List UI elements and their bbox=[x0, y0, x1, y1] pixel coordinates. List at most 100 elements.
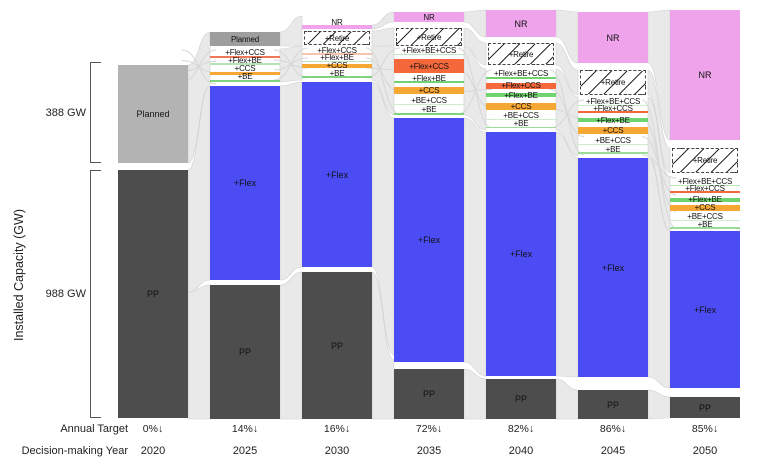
segment-2025-flex: +Flex bbox=[210, 86, 280, 280]
segment-2035-be-ccs-label: +BE+CCS bbox=[411, 96, 447, 105]
segment-2035-retire: +Retire bbox=[396, 28, 462, 46]
segment-2050-pp: PP bbox=[670, 397, 740, 418]
bracket-pp-label: 988 GW bbox=[45, 288, 86, 300]
flow-band bbox=[463, 368, 487, 420]
segment-2025-flex-ccs-label: +Flex+CCS bbox=[225, 48, 265, 57]
flow-line bbox=[641, 154, 677, 179]
flow-band bbox=[187, 284, 211, 420]
year-2020: 2020 bbox=[140, 445, 166, 457]
segment-2030-pp-label: PP bbox=[330, 340, 343, 351]
segment-2035-be bbox=[394, 112, 464, 115]
segment-2030-flex-ccs bbox=[302, 53, 372, 55]
segment-2025-flex-label: +Flex bbox=[233, 178, 257, 188]
year-2025: 2025 bbox=[232, 445, 258, 457]
segment-2040-be-ccs bbox=[486, 118, 556, 120]
segment-2030-nr bbox=[302, 25, 372, 29]
segment-2040-flex-ccs bbox=[486, 82, 556, 89]
year-2040: 2040 bbox=[508, 445, 534, 457]
segment-2020-pp-label: PP bbox=[146, 289, 159, 299]
segment-2040-be-ccs-label: +BE+CCS bbox=[503, 111, 539, 120]
segment-2045-nr: NR bbox=[578, 12, 648, 63]
annual-target-2050: 85%↓ bbox=[691, 423, 719, 435]
segment-2035-be-ccs bbox=[394, 103, 464, 105]
segment-2035-pp: PP bbox=[394, 369, 464, 419]
year-2030: 2030 bbox=[324, 445, 350, 457]
flow-band bbox=[647, 389, 671, 420]
segment-2025-ccs-label: +CCS bbox=[234, 64, 256, 73]
segment-2050-be-ccs-label: +BE+CCS bbox=[687, 212, 723, 221]
segment-2040-flex-be bbox=[486, 93, 556, 97]
y-axis-label: Installed Capacity (GW) bbox=[12, 209, 26, 341]
segment-2025-pp: PP bbox=[210, 285, 280, 419]
segment-2035-flex-ccs: +Flex+CCS bbox=[394, 59, 464, 73]
segment-2040-flex-be-ccs-label: +Flex+BE+CCS bbox=[493, 69, 549, 78]
segment-2035-flex-label: +Flex bbox=[417, 235, 441, 245]
segment-2040-nr-label: NR bbox=[514, 18, 528, 29]
year-2035: 2035 bbox=[416, 445, 442, 457]
segment-2040-nr: NR bbox=[486, 10, 556, 37]
segment-2040-retire: +Retire bbox=[488, 43, 554, 65]
segment-2035-be-label: +BE bbox=[421, 105, 437, 114]
segment-2050-nr-label: NR bbox=[698, 70, 712, 80]
segment-2045-be-label: +BE bbox=[605, 144, 621, 154]
segment-2040-ccs-label: +CCS bbox=[510, 102, 532, 111]
segment-2025-planned: Planned bbox=[210, 32, 280, 46]
annual-target-2030: 16%↓ bbox=[323, 423, 351, 435]
segment-2050-flex-ccs bbox=[670, 191, 740, 193]
segment-2030-flex-be-label: +Flex+BE bbox=[320, 53, 354, 62]
segment-2035-retire-label: +Retire bbox=[416, 32, 442, 42]
segment-2045-flex-be bbox=[578, 118, 648, 122]
segment-2030-flex-label: +Flex bbox=[325, 169, 349, 180]
bracket-pp bbox=[90, 170, 101, 418]
flow-band bbox=[555, 378, 579, 420]
flow-band bbox=[279, 81, 303, 281]
segment-2035-flex-be-ccs bbox=[394, 53, 464, 55]
segment-2050-flex-label: +Flex bbox=[693, 304, 717, 315]
segment-2045-flex-label: +Flex bbox=[601, 262, 625, 273]
segment-2040-flex: +Flex bbox=[486, 132, 556, 376]
segment-2030-flex-ccs-label: +Flex+CCS bbox=[317, 45, 357, 55]
flow-band bbox=[279, 15, 303, 47]
year-2045: 2045 bbox=[600, 445, 626, 457]
segment-2035-ccs bbox=[394, 87, 464, 94]
segment-2045-retire: +Retire bbox=[580, 70, 646, 95]
segment-2050-be bbox=[670, 227, 740, 229]
segment-2045-flex-ccs-label: +Flex+CCS bbox=[593, 103, 633, 113]
segment-2050-flex-be bbox=[670, 197, 740, 202]
segment-2030-pp: PP bbox=[302, 272, 372, 419]
segment-2025-flex-be bbox=[210, 63, 280, 65]
flow-band bbox=[555, 42, 579, 96]
segment-2040-be-label: +BE bbox=[513, 119, 529, 128]
segment-2035-flex: +Flex bbox=[394, 118, 464, 362]
segment-2025-be-label: +BE bbox=[237, 72, 253, 81]
segment-2040-flex-be-ccs bbox=[486, 76, 556, 79]
annual-target-2020: 0%↓ bbox=[142, 423, 164, 435]
segment-2040-pp: PP bbox=[486, 379, 556, 419]
flow-band bbox=[463, 117, 487, 377]
segment-2035-flex-be bbox=[394, 81, 464, 83]
segment-2030-flex-be bbox=[302, 60, 372, 62]
segment-2045-be bbox=[578, 152, 648, 154]
segment-2035-pp-label: PP bbox=[422, 389, 435, 399]
segment-2045-flex-be-label: +Flex+BE bbox=[596, 115, 630, 125]
flow-line bbox=[457, 47, 493, 129]
segment-2050-retire: +Retire bbox=[672, 148, 738, 173]
segment-2045-ccs bbox=[578, 127, 648, 134]
annual-target-2045: 86%↓ bbox=[599, 423, 627, 435]
segment-2045-pp-label: PP bbox=[606, 399, 619, 410]
flow-band bbox=[371, 81, 395, 356]
segment-2050-pp-label: PP bbox=[698, 402, 711, 413]
flow-band bbox=[647, 69, 671, 174]
segment-2045-ccs-label: +CCS bbox=[602, 125, 624, 135]
segment-2050-retire-label: +Retire bbox=[692, 156, 718, 165]
flow-band bbox=[555, 131, 579, 378]
segment-2035-nr-label: NR bbox=[423, 12, 435, 22]
segment-2040-ccs bbox=[486, 103, 556, 110]
annual-target-row-label: Annual Target bbox=[60, 423, 128, 435]
segment-2040-retire-label: +Retire bbox=[508, 49, 534, 59]
segment-2050-flex-be-label: +Flex+BE bbox=[688, 195, 722, 204]
segment-2045-be-ccs-label: +BE+CCS bbox=[595, 136, 631, 145]
segment-2030-ccs bbox=[302, 63, 372, 68]
